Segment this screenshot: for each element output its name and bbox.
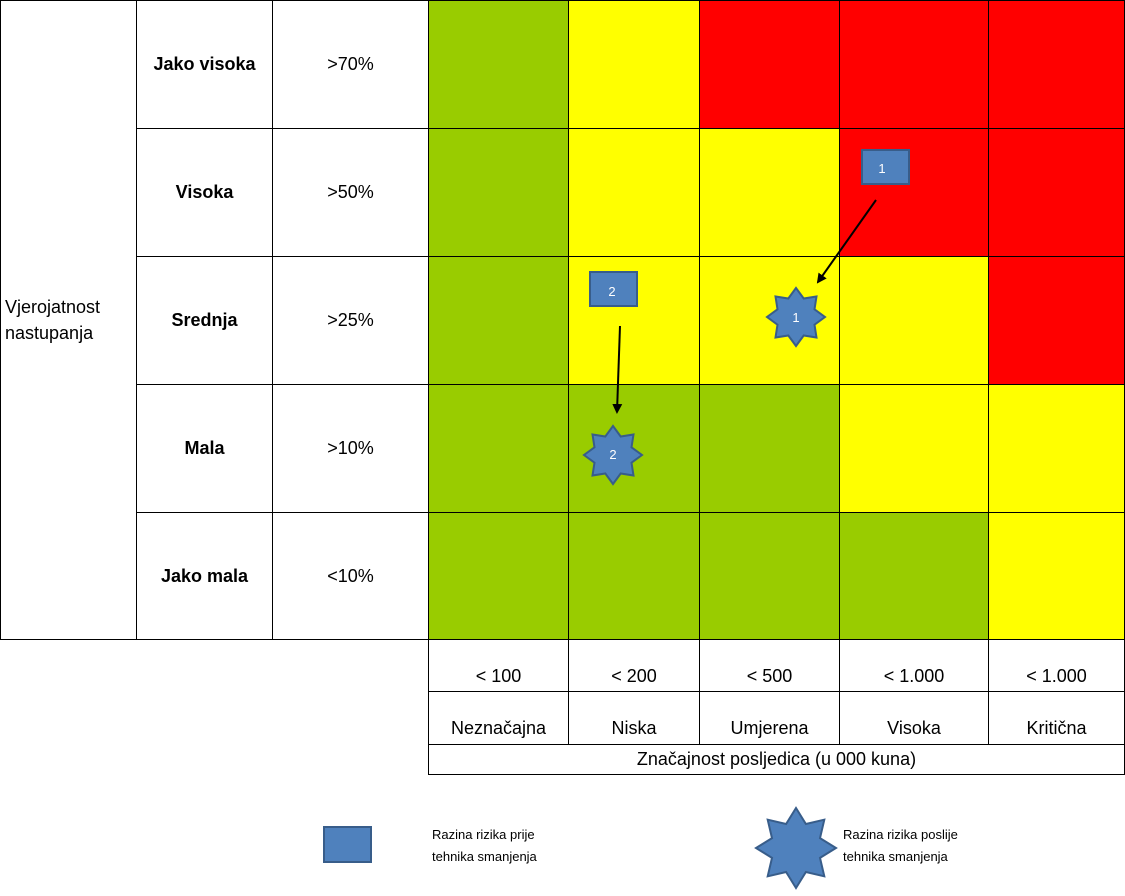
col-name-text: Kritična (1026, 717, 1087, 738)
risk-cell-red (988, 256, 1125, 385)
threshold-text: <10% (327, 565, 374, 586)
col-value-text: < 1.000 (1026, 666, 1087, 686)
row-label-text: Srednja (171, 310, 238, 330)
y-axis-title-text: Vjerojatnost nastupanja (5, 297, 101, 343)
risk-cell-green (428, 0, 569, 129)
arrow-2 (612, 325, 623, 414)
risk-cell-red (839, 0, 989, 129)
risk-cell-green (428, 512, 569, 640)
row-label-text: Jako visoka (153, 54, 256, 74)
risk-cell-red (988, 128, 1125, 257)
legend-before-label: Razina rizika prije tehnika smanjenja (432, 824, 537, 868)
col-value-text: < 500 (746, 666, 793, 686)
marker-label: 1 (792, 310, 799, 325)
risk-cell-red (988, 0, 1125, 129)
marker-label: 2 (608, 284, 615, 299)
threshold-text: >10% (327, 438, 374, 458)
risk-marker-1-after: 1 (765, 286, 827, 348)
threshold-text: >25% (327, 310, 374, 330)
threshold-text: >70% (327, 54, 374, 74)
col-value-text: < 100 (475, 666, 522, 686)
legend-after-icon (754, 806, 838, 890)
risk-cell-yellow (699, 128, 840, 257)
risk-cell-yellow (839, 384, 989, 513)
col-name-text: Umjerena (730, 717, 809, 738)
legend-after-line1: Razina rizika poslije (843, 827, 958, 842)
row-label-text: Mala (184, 438, 225, 458)
risk-marker-2-before: 2 (589, 271, 638, 307)
col-name-text: Neznačajna (450, 717, 547, 738)
legend-before-line2: tehnika smanjenja (432, 849, 537, 864)
col-name-text: Niska (611, 717, 657, 738)
risk-marker-1-before: 1 (861, 149, 910, 185)
legend-after-line2: tehnika smanjenja (843, 849, 948, 864)
risk-cell-green (428, 256, 569, 385)
threshold-text: >50% (327, 182, 374, 202)
risk-cell-yellow (988, 384, 1125, 513)
marker-label: 1 (878, 161, 885, 176)
marker-label: 2 (609, 447, 616, 462)
col-name-text: Visoka (887, 717, 941, 738)
arrow-1 (816, 199, 877, 284)
risk-cell-yellow (568, 0, 700, 129)
legend-before-line1: Razina rizika prije (432, 827, 535, 842)
risk-marker-2-after: 2 (582, 424, 644, 486)
row-label-text: Visoka (175, 182, 234, 202)
col-value-text: < 200 (611, 666, 657, 686)
legend-after-label: Razina rizika poslije tehnika smanjenja (843, 824, 958, 868)
row-label-text: Jako mala (160, 565, 249, 586)
col-value-text: < 1.000 (883, 666, 945, 686)
legend-before-icon (323, 826, 372, 863)
x-axis-title-text: Značajnost posljedica (u 000 kuna) (636, 749, 917, 769)
